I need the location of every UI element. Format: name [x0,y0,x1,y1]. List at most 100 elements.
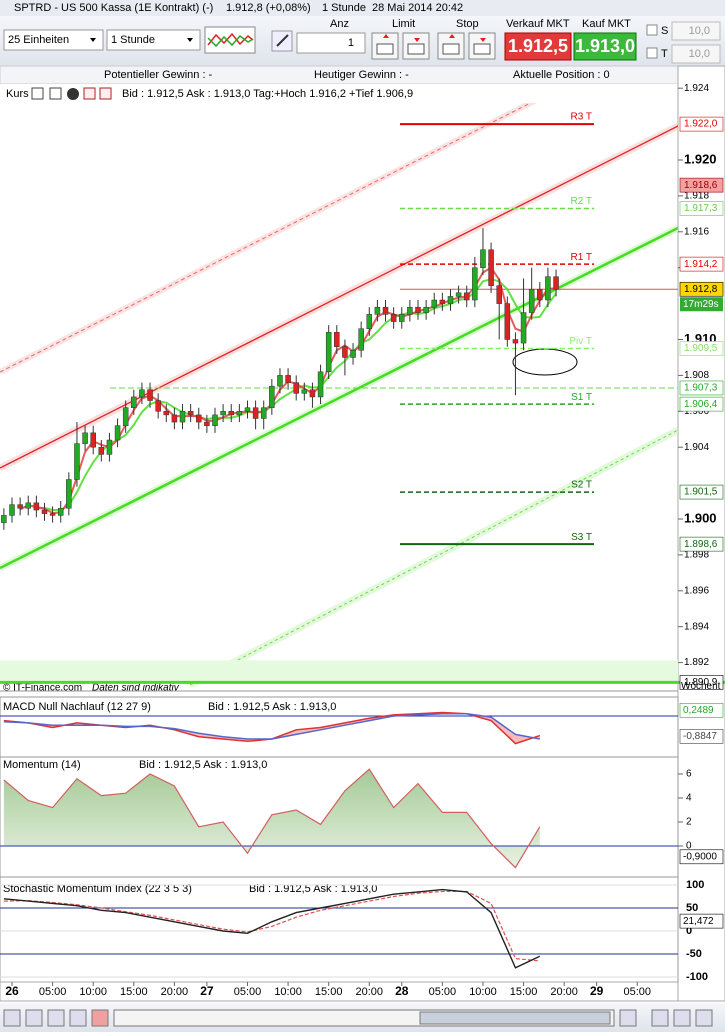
icon[interactable] [47,1009,65,1027]
candle-body [74,443,80,480]
price-tag [679,177,724,193]
icon[interactable] [3,1009,21,1027]
icon[interactable] [31,87,44,100]
price-tag [679,536,724,552]
value-tag [679,729,724,744]
candle-body [114,425,121,441]
drawings [0,103,678,689]
candle-body [106,439,113,455]
stop-sell-button[interactable] [468,32,496,60]
candle-body [342,346,348,358]
price-plot [0,123,678,683]
anz-input[interactable] [296,32,366,54]
candle-body [293,382,299,394]
icon[interactable] [49,87,62,100]
price-tag-label: 1.917,3 [684,203,718,214]
candle-body [228,411,234,416]
icon[interactable] [695,1009,713,1027]
t-input[interactable] [671,44,721,64]
pivot-label: R2 T [571,196,593,207]
candle-body [334,332,340,347]
y-tick-label: 1.924 [684,83,709,94]
icon[interactable] [673,1009,691,1027]
candle-body [545,276,551,301]
icon[interactable] [99,87,112,100]
pivot-label: R3 T [571,112,593,123]
candle-body [317,371,324,398]
candle-body [196,414,202,423]
x-tick-label: 20:00 [356,986,384,998]
icon[interactable] [83,87,96,100]
t-checkbox[interactable] [646,47,658,59]
icon[interactable] [91,1009,109,1027]
stochastic-panel [0,876,679,983]
candle-body [277,375,283,387]
price-tag [679,281,724,297]
candle-body [301,389,308,394]
candle-body [204,421,210,426]
icon[interactable] [69,1009,87,1027]
s-label: S [661,25,668,37]
candle-body [358,328,364,351]
sell-button[interactable] [504,32,572,61]
y-tick-label: 1.894 [684,621,709,632]
interval: 1 Stunde [322,2,366,14]
candle-body [553,276,559,290]
weekly-label: Wöchent [681,681,721,692]
datetime: 28 Mai 2014 20:42 [372,2,463,14]
period-select[interactable] [106,29,201,51]
x-tick-label: 15:00 [510,986,538,998]
candle-body [350,350,356,358]
scroll-thumb[interactable] [419,1011,611,1025]
panel-name: Kurs [6,88,29,100]
y-tick-label: 1.918 [684,191,709,202]
y-tick-label: 100 [686,879,704,891]
price-tag-label: 1.912,8 [684,284,718,295]
icon[interactable] [25,1009,43,1027]
price-tag [679,116,724,132]
x-tick-label: 29 [590,984,604,998]
x-tick-label: 15:00 [120,986,148,998]
candle-body [212,414,218,426]
candle-body [179,411,186,423]
candle-body [472,267,478,301]
t-label: T [661,48,668,60]
panel-name: MACD Null Nachlauf (12 27 9) [3,701,151,713]
units-select[interactable] [3,29,104,51]
s-checkbox[interactable] [646,24,658,36]
y-tick-label: 1.898 [684,550,709,561]
candle-body [488,249,494,286]
pivot-label: S1 T [571,392,592,403]
candle-body [252,407,259,419]
candle-body [41,509,48,514]
potential-gain: Potentieller Gewinn : - [104,69,213,81]
candle-body [98,446,105,455]
price-tag-label: 1.898,6 [684,539,718,550]
y-tick-label: 1.896 [684,585,709,596]
title-bar [0,0,725,16]
quote-line: Bid : 1.912,5 Ask : 1.913,0 [249,883,377,895]
icon[interactable] [651,1009,669,1027]
candle-body [1,515,7,523]
price-tag [679,256,724,272]
candle-body [122,407,129,426]
y-tick-label: 4 [686,793,692,804]
pivot-label: Piv T [569,336,592,347]
s-input[interactable] [671,21,721,41]
x-tick-label: 05:00 [234,986,262,998]
y-tick-label: 2 [686,817,692,828]
chart-style-button[interactable] [204,26,256,54]
units: 25 Einheiten [8,34,69,46]
candle-body [49,513,56,516]
dropdown-arrow [187,38,193,42]
icon[interactable] [619,1009,637,1027]
time-axis [0,981,679,1002]
candle-body [512,339,519,344]
candle-body [244,407,251,412]
close-icon[interactable] [67,88,79,100]
candle-body [447,296,454,304]
channel-mid [0,125,678,469]
buy-button[interactable] [573,32,637,61]
indicator-line [3,768,541,869]
quote: 1.912,8 (+0,08%) [226,2,311,14]
